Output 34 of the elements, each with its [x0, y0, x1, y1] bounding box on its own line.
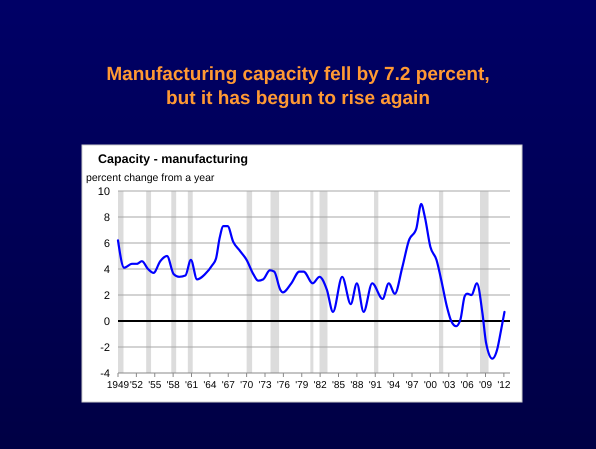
x-tick-label: '06	[460, 380, 474, 391]
x-tick-label: '97	[405, 380, 419, 391]
y-axis-title: percent change from a year	[86, 172, 215, 184]
x-tick-label: '58	[166, 380, 180, 391]
y-tick-label: 0	[104, 316, 110, 328]
x-tick-label: '76	[276, 380, 290, 391]
x-tick-label: '73	[258, 380, 272, 391]
y-tick-label: 2	[104, 290, 110, 302]
x-tick-label: '85	[332, 380, 346, 391]
chart-subtitle: Capacity - manufacturing	[98, 152, 248, 166]
x-tick-label: '82	[314, 380, 328, 391]
x-tick-label: '09	[478, 380, 492, 391]
x-tick-label: '67	[222, 380, 236, 391]
y-tick-label: 6	[104, 238, 110, 250]
y-tick-label: 4	[104, 264, 110, 276]
x-tick-label: '00	[424, 380, 438, 391]
x-tick-label: '79	[295, 380, 309, 391]
x-tick-label: '55	[148, 380, 162, 391]
x-tick-label: '52	[130, 380, 144, 391]
y-tick-label: -2	[100, 342, 110, 354]
x-tick-label: '12	[497, 380, 511, 391]
x-tick-label: '88	[350, 380, 364, 391]
chart-title: Manufacturing capacity fell by 7.2 percent, but it has begun to rise again	[106, 64, 490, 109]
y-tick-label: 8	[104, 212, 110, 224]
x-tick-label: '91	[368, 380, 382, 391]
x-tick-label: '03	[442, 380, 456, 391]
x-tick-label: '61	[184, 380, 198, 391]
y-tick-label: -4	[100, 368, 110, 380]
x-tick-label: 1949	[106, 380, 130, 391]
x-tick-label: '94	[387, 380, 401, 391]
y-tick-label: 10	[98, 186, 110, 198]
line-series	[116, 202, 506, 360]
x-tick-label: '64	[203, 380, 217, 391]
x-tick-label: '70	[240, 380, 254, 391]
